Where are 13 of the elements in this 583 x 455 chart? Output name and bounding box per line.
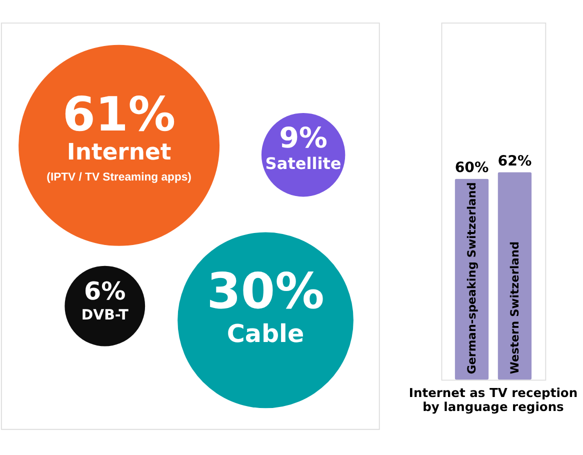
data-label: 9% [279, 121, 328, 154]
category-label: DVB-T [81, 307, 129, 324]
data-label: 6% [84, 276, 126, 306]
data-label: 30% [206, 262, 324, 320]
x-tick-label: German-speaking Switzerland [464, 182, 479, 374]
data-label: 61% [62, 87, 176, 142]
category-label: Cable [226, 318, 304, 348]
x-tick-label: Western Switzerland [507, 241, 522, 374]
category-label: Internet (IPTV / TV Streaming apps) [46, 140, 192, 184]
category-label: Satellite [265, 154, 342, 174]
data-label: 62% [498, 153, 532, 170]
text: Internet as TV reception by language regions [408, 386, 578, 414]
data-label: 60% [454, 160, 489, 176]
